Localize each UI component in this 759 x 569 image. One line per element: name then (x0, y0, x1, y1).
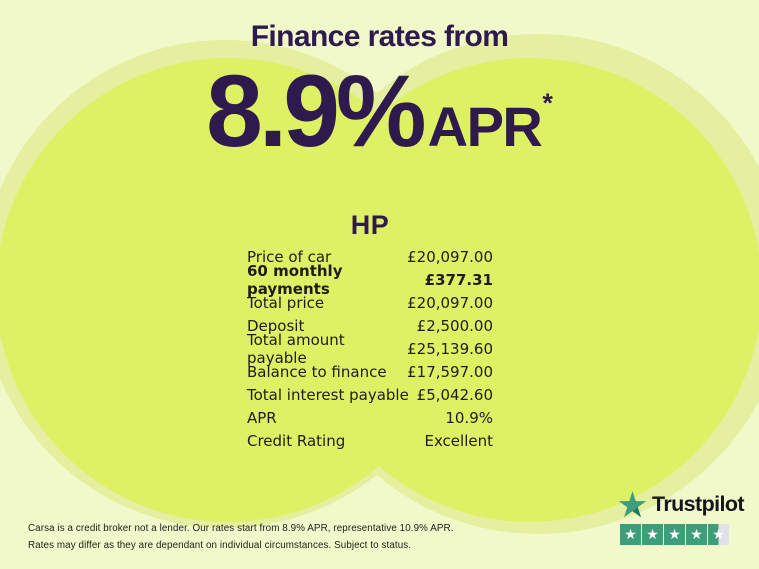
row-label: Total interest payable (247, 385, 409, 404)
trustpilot-widget[interactable]: Trustpilot ★ ★ ★ ★ ★ (618, 490, 745, 545)
row-label: Total price (247, 293, 325, 312)
row-value: £20,097.00 (407, 247, 493, 266)
table-row: Total interest payable £5,042.60 (247, 383, 493, 406)
table-row: Price of car £20,097.00 (247, 245, 493, 268)
row-value: £2,500.00 (416, 316, 493, 335)
trustpilot-star-icon (618, 491, 647, 518)
row-label: Credit Rating (247, 431, 346, 450)
row-value: Excellent (424, 431, 493, 450)
table-row: APR 10.9% (247, 406, 493, 429)
star-icon: ★ (646, 526, 659, 543)
finance-rate: 8.9%APR* (0, 53, 759, 170)
row-label: Total amount payable (247, 330, 345, 367)
product-heading: HP (350, 210, 390, 240)
rating-star-box: ★ (708, 524, 729, 545)
disclaimer: Carsa is a credit broker not a lender. O… (28, 520, 488, 554)
row-value: 10.9% (445, 408, 493, 427)
row-value: £20,097.00 (407, 293, 493, 312)
star-icon: ★ (624, 526, 637, 543)
row-label: APR (247, 408, 277, 427)
rate-value: 8.9% (206, 54, 426, 168)
disclaimer-line-1: Carsa is a credit broker not a lender. O… (28, 523, 454, 534)
trustpilot-rating: ★ ★ ★ ★ ★ (620, 524, 744, 545)
trustpilot-logo: Trustpilot (618, 490, 745, 519)
row-label: Price of car (247, 247, 332, 266)
row-label: Balance to finance (247, 362, 387, 381)
star-icon: ★ (690, 526, 703, 543)
trustpilot-brand-text: Trustpilot (652, 492, 745, 516)
row-value: £17,597.00 (407, 362, 493, 381)
table-row: Credit Rating Excellent (247, 429, 493, 452)
table-row: 60 monthly payments £377.31 (247, 262, 493, 298)
banner-title: Finance rates from (250, 20, 509, 53)
table-row: Total amount payable £25,139.60 (247, 331, 493, 367)
background-circle-right (298, 58, 759, 522)
row-label: Deposit (247, 316, 305, 335)
rating-star-box: ★ (664, 524, 685, 545)
rate-footnote-marker: * (542, 88, 553, 118)
row-value: £377.31 (424, 270, 493, 289)
row-value: £25,139.60 (407, 339, 493, 358)
rate-unit: APR (427, 95, 543, 158)
table-row: Balance to finance £17,597.00 (247, 360, 493, 383)
rating-star-box: ★ (620, 524, 641, 545)
rating-star-box: ★ (642, 524, 663, 545)
disclaimer-line-2: Rates may differ as they are dependant o… (28, 540, 412, 551)
finance-table: Price of car £20,097.00 60 monthly payme… (247, 245, 493, 452)
table-row: Deposit £2,500.00 (247, 314, 493, 337)
table-row: Total price £20,097.00 (247, 291, 493, 314)
row-label: 60 monthly payments (247, 261, 343, 298)
star-icon: ★ (712, 526, 725, 543)
star-icon: ★ (668, 526, 681, 543)
row-value: £5,042.60 (416, 385, 493, 404)
rating-star-box: ★ (686, 524, 707, 545)
